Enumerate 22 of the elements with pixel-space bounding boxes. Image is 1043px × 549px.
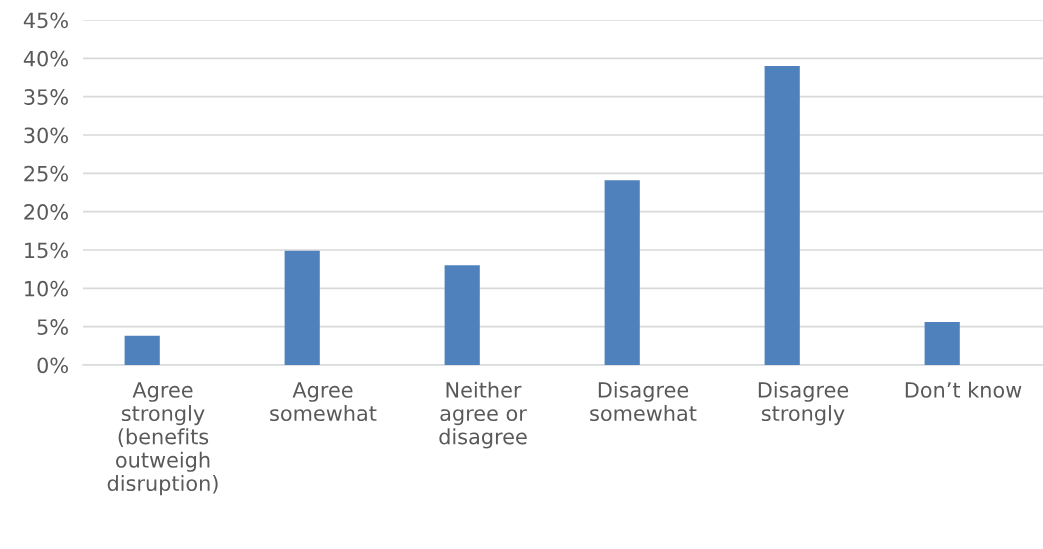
bar (444, 265, 480, 365)
y-tick-label: 15% (25, 242, 68, 259)
y-tick-label: 10% (25, 280, 68, 297)
bar (604, 180, 640, 365)
x-tick-label: Agree somewhat (270, 382, 377, 422)
x-tick-label: Disagree strongly (758, 381, 849, 426)
x-tick-label: Disagree somewhat (590, 381, 697, 422)
bar (124, 335, 160, 365)
y-tick-label: 40% (23, 50, 68, 67)
x-tick-label: Agree strongly (benefits outweigh disruption) (107, 382, 218, 496)
y-tick-label: 35% (24, 89, 68, 105)
y-tick-label: 25% (24, 165, 68, 182)
x-tick-label: Don’t know (905, 381, 1022, 398)
x-tick-label: Neither agree or disagree (439, 381, 527, 449)
bar (924, 322, 960, 365)
y-tick-label: 45% (23, 12, 68, 29)
bar (284, 250, 320, 365)
y-tick-label: 0% (37, 357, 68, 374)
y-tick-label: 5% (37, 319, 68, 335)
bar (764, 66, 800, 365)
y-tick-label: 30% (24, 127, 68, 144)
y-tick-label: 20% (24, 204, 68, 220)
